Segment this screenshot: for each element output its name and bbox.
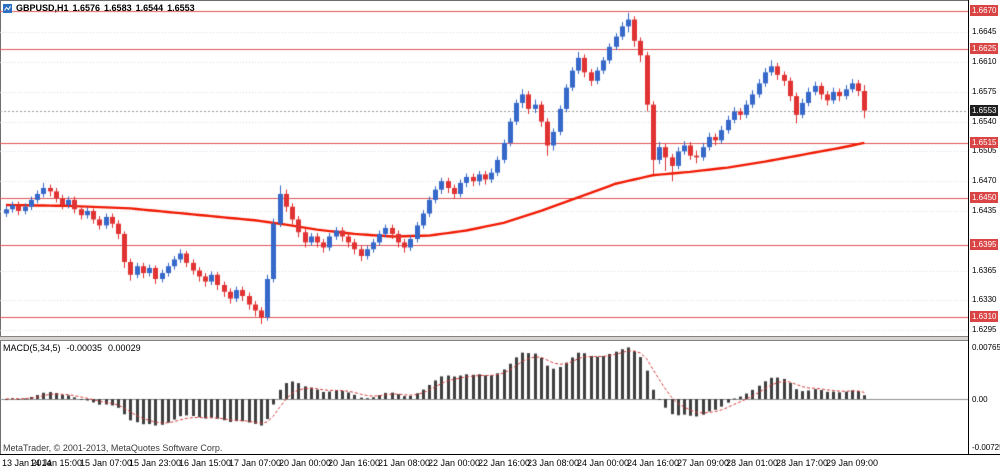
macd-tick-label: 0.00765 <box>972 343 1000 352</box>
time-axis-label: 15 Jan 23:00 <box>128 458 182 468</box>
time-axis-label: 28 Jan 17:00 <box>775 458 829 468</box>
chart-title: GBPUSD,H1 1.6576 1.6583 1.6544 1.6553 <box>3 3 195 13</box>
copyright-text: MetaTrader, © 2001-2013, MetaQuotes Soft… <box>3 443 223 453</box>
time-axis-label: 24 Jan 16:00 <box>626 458 680 468</box>
quote-high: 1.6583 <box>104 3 132 13</box>
time-axis-label: 27 Jan 09:00 <box>676 458 730 468</box>
time-axis-label: 14 Jan 15:00 <box>29 458 83 468</box>
time-axis-label: 20 Jan 00:00 <box>278 458 332 468</box>
price-tick-label: 1.6295 <box>972 325 997 334</box>
quote-close: 1.6553 <box>167 3 195 13</box>
macd-pane[interactable]: MACD(5,34,5) -0.00035 0.00029 MetaTrader… <box>0 341 968 454</box>
time-axis-label: 24 Jan 00:00 <box>576 458 630 468</box>
symbol-icon <box>3 3 12 13</box>
price-level-label: 1.6625 <box>970 43 999 54</box>
price-level-label: 1.6395 <box>970 239 999 250</box>
time-axis-label: 17 Jan 07:00 <box>228 458 282 468</box>
quote-open: 1.6576 <box>72 3 101 13</box>
price-chart-canvas[interactable] <box>0 0 968 336</box>
price-tick-label: 1.6435 <box>972 206 997 215</box>
macd-tick-label: 0.00 <box>972 395 988 404</box>
time-axis-label: 22 Jan 16:00 <box>477 458 531 468</box>
macd-tick-label: -0.00725 <box>972 443 1000 452</box>
price-tick-label: 1.6505 <box>972 146 997 155</box>
macd-indicator-label: MACD(5,34,5) -0.00035 0.00029 <box>3 343 141 353</box>
price-pane[interactable]: GBPUSD,H1 1.6576 1.6583 1.6544 1.6553 <box>0 0 968 336</box>
time-axis-label: 20 Jan 16:00 <box>327 458 381 468</box>
price-level-label: 1.6670 <box>970 5 999 16</box>
time-axis-label: 15 Jan 07:00 <box>79 458 133 468</box>
price-tick-label: 1.6365 <box>972 266 997 275</box>
time-axis-label: 29 Jan 09:00 <box>825 458 879 468</box>
time-axis-label: 16 Jan 15:00 <box>178 458 232 468</box>
time-axis-label: 22 Jan 00:00 <box>427 458 481 468</box>
time-axis-label: 21 Jan 08:00 <box>377 458 431 468</box>
price-tick-label: 1.6470 <box>972 176 997 185</box>
time-axis-label: 23 Jan 08:00 <box>526 458 580 468</box>
price-axis[interactable]: 1.6645 1.6610 1.6575 1.6540 1.6505 1.6470 1.64… <box>968 0 1000 454</box>
time-axis-label: 28 Jan 01:00 <box>725 458 779 468</box>
price-tick-label: 1.6610 <box>972 57 997 66</box>
price-tick-label: 1.6575 <box>972 87 997 96</box>
macd-main-value: -0.00035 <box>66 343 103 353</box>
price-tick-label: 1.6645 <box>972 27 997 36</box>
time-axis-label: 13 Jan 2014 <box>2 458 52 468</box>
price-tick-label: 1.6540 <box>972 117 997 126</box>
price-level-label: 1.6450 <box>970 192 999 203</box>
pane-divider[interactable] <box>0 336 1000 341</box>
current-price-label: 1.6553 <box>970 105 999 116</box>
time-axis[interactable]: 13 Jan 2014 14 Jan 15:00 15 Jan 07:00 15 Ja… <box>0 454 1000 472</box>
macd-signal-value: 0.00029 <box>108 343 141 353</box>
quote-low: 1.6544 <box>135 3 164 13</box>
price-level-label: 1.6515 <box>970 137 999 148</box>
symbol-timeframe-label: GBPUSD,H1 <box>16 3 69 13</box>
macd-chart-canvas[interactable] <box>0 341 968 454</box>
macd-name: MACD(5,34,5) <box>3 343 61 353</box>
price-level-label: 1.6310 <box>970 311 999 322</box>
price-tick-label: 1.6330 <box>972 295 997 304</box>
